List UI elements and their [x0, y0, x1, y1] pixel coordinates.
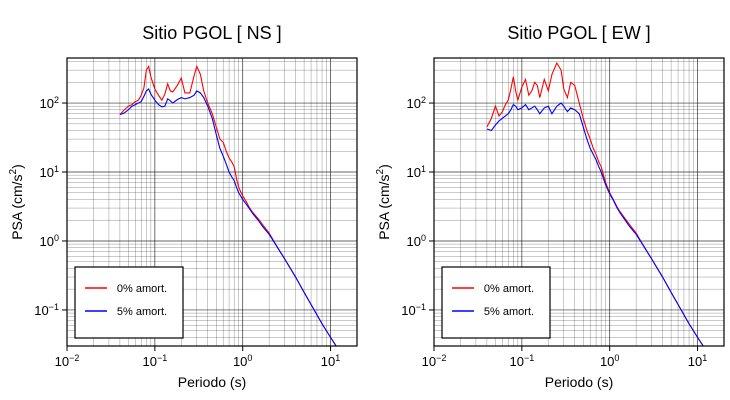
- plot-frame: [66, 57, 358, 347]
- y-tick-label: 10−1: [401, 302, 426, 318]
- x-tick-label: 10−1: [509, 353, 534, 369]
- y-axis-label: PSA (cm/s2): [375, 164, 392, 240]
- legend: 0% amort. 5% amort.: [74, 266, 184, 339]
- y-tick-label: 10−1: [34, 302, 59, 318]
- legend-label: 0% amort.: [484, 283, 534, 295]
- plot-frame: [433, 57, 725, 347]
- x-tick-label: 10−2: [422, 353, 447, 369]
- x-axis-label: Periodo (s): [178, 374, 246, 390]
- chart-panel-1: 10−2 10−1 100 101 10−1 100 101 102 Sitio PGOL [ …: [8, 23, 358, 390]
- chart-title: Sitio PGOL [ EW ]: [507, 23, 650, 43]
- y-axis-label: PSA (cm/s2): [8, 164, 25, 240]
- y-tick-label: 100: [40, 233, 59, 249]
- y-tick-label: 101: [40, 164, 59, 180]
- legend-box: [441, 266, 551, 339]
- legend-label: 5% amort.: [484, 306, 534, 318]
- x-axis-label: Periodo (s): [545, 374, 613, 390]
- x-tick-label: 101: [321, 353, 340, 369]
- series-line-blue: [486, 102, 704, 346]
- chart-panel-2: 10−2 10−1 100 101 10−1 100 101 102 Sitio PGOL [ …: [375, 23, 725, 390]
- x-tick-label: 100: [233, 353, 252, 369]
- x-tick-label: 101: [688, 353, 707, 369]
- legend-label: 0% amort.: [117, 283, 167, 295]
- grid: [66, 58, 358, 347]
- y-tick-label: 102: [40, 95, 59, 111]
- chart-title: Sitio PGOL [ NS ]: [142, 23, 281, 43]
- x-tick-label: 10−1: [142, 353, 167, 369]
- series-line-blue: [119, 88, 337, 346]
- y-tick-label: 100: [407, 233, 426, 249]
- x-tick-label: 10−2: [55, 353, 80, 369]
- legend-label: 5% amort.: [117, 306, 167, 318]
- y-tick-label: 102: [407, 95, 426, 111]
- y-tick-label: 101: [407, 164, 426, 180]
- legend-box: [74, 266, 184, 339]
- legend: 0% amort. 5% amort.: [441, 266, 551, 339]
- x-tick-label: 100: [600, 353, 619, 369]
